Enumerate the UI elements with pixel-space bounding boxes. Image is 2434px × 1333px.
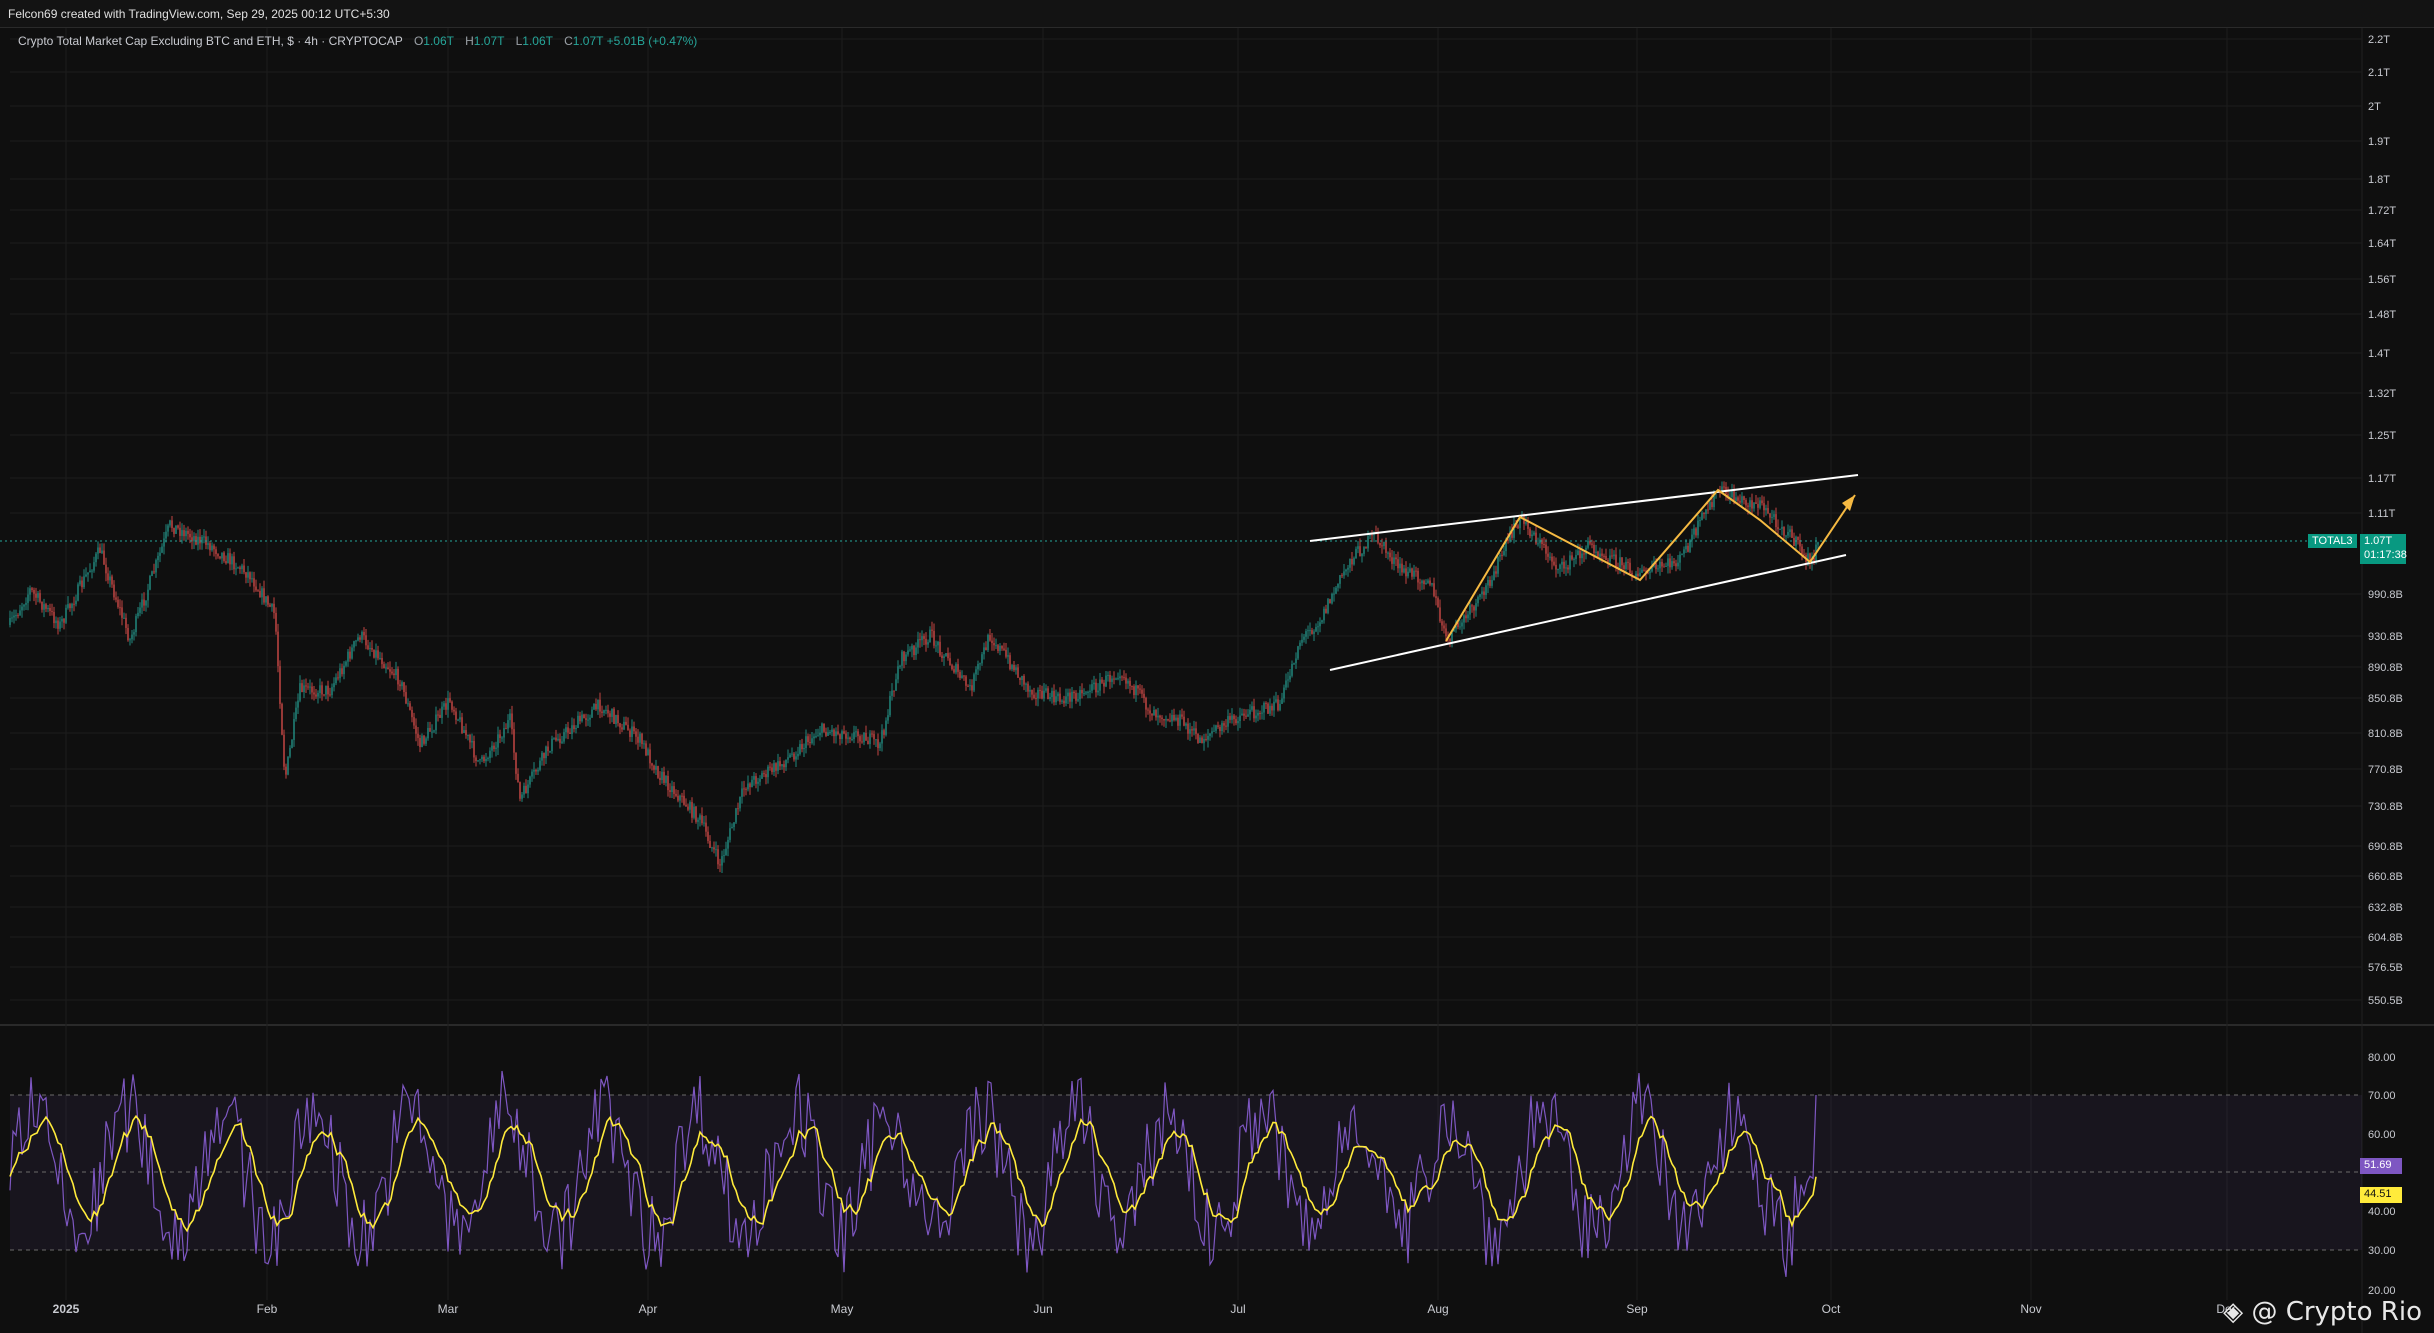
high-label: H — [465, 34, 474, 48]
time-axis-label: Mar — [438, 1302, 459, 1316]
price-axis-tick: 770.8B — [2368, 764, 2403, 776]
price-axis-tick: 2.1T — [2368, 67, 2390, 79]
price-axis-tick: 690.8B — [2368, 841, 2403, 853]
price-axis-tick: 1.48T — [2368, 309, 2396, 321]
time-axis-label: Jun — [1033, 1302, 1052, 1316]
price-axis-tick: 1.32T — [2368, 388, 2396, 400]
open-value: 1.06T — [423, 34, 454, 48]
rsi-axis-tick: 60.00 — [2368, 1129, 2396, 1141]
rsi-axis-tick: 30.00 — [2368, 1245, 2396, 1257]
channel-lower-line — [1329, 554, 1847, 671]
price-axis-tick: 1.25T — [2368, 430, 2396, 442]
time-axis-label: Jul — [1230, 1302, 1245, 1316]
symbol-legend[interactable]: Crypto Total Market Cap Excluding BTC an… — [18, 34, 697, 48]
watermark: ◈ @ Crypto Rio — [2223, 1297, 2422, 1327]
channel-upper-line — [1309, 474, 1859, 542]
current-price-badge: 1.07T 01:17:38 — [2360, 534, 2407, 564]
time-axis-label: Dec — [2216, 1302, 2237, 1316]
symbol-price-badge: TOTAL3 — [2308, 534, 2357, 548]
low-value: 1.06T — [522, 34, 553, 48]
price-axis-tick: 576.5B — [2368, 962, 2403, 974]
open-label: O — [413, 34, 424, 48]
price-axis-tick: 660.8B — [2368, 871, 2403, 883]
rsi-value-badge: 51.69 — [2360, 1158, 2402, 1174]
time-axis-label: May — [831, 1302, 854, 1316]
price-axis-tick: 730.8B — [2368, 801, 2403, 813]
price-axis-tick: 550.5B — [2368, 995, 2403, 1007]
price-axis-tick: 1.8T — [2368, 174, 2390, 186]
price-axis-tick: 1.72T — [2368, 205, 2396, 217]
price-axis-tick: 930.8B — [2368, 631, 2403, 643]
price-axis-tick: 990.8B — [2368, 589, 2403, 601]
time-axis-label: Apr — [639, 1302, 658, 1316]
time-axis-label: Nov — [2020, 1302, 2041, 1316]
price-axis-tick: 1.11T — [2368, 508, 2396, 520]
candle-countdown: 01:17:38 — [2364, 549, 2407, 561]
time-axis-label: Sep — [1626, 1302, 1648, 1316]
zigzag-projection — [1445, 488, 1856, 642]
close-value: 1.07T — [572, 34, 604, 48]
price-axis-tick: 1.64T — [2368, 238, 2396, 250]
close-label: C — [564, 34, 573, 48]
price-candles — [9, 481, 1819, 874]
price-axis-tick: 604.8B — [2368, 932, 2403, 944]
rsi-axis: 80.00 70.00 60.00 40.00 30.00 20.00 — [2368, 1052, 2396, 1297]
rsi-axis-tick: 40.00 — [2368, 1206, 2396, 1218]
price-axis: 2.2T 2.1T 2T 1.9T 1.8T 1.72T 1.64T 1.56T 1.48T 1.… — [2368, 34, 2403, 1007]
rsi-line — [9, 1070, 1817, 1277]
price-axis-tick: 2T — [2368, 101, 2381, 113]
time-axis: 2025 Feb Mar Apr May Jun Jul Aug Sep Oct Nov Dec — [53, 1302, 2238, 1316]
price-axis-tick: 1.17T — [2368, 473, 2396, 485]
price-axis-tick: 1.4T — [2368, 348, 2390, 360]
price-axis-tick: 2.2T — [2368, 34, 2390, 46]
price-axis-tick: 1.56T — [2368, 274, 2396, 286]
time-axis-label: Feb — [257, 1302, 278, 1316]
time-axis-label: Oct — [1822, 1302, 1841, 1316]
binance-diamond-icon: ◈ — [2223, 1297, 2244, 1327]
price-axis-tick: 810.8B — [2368, 728, 2403, 740]
rsi-ma-line — [9, 1114, 1817, 1233]
rsi-axis-tick: 70.00 — [2368, 1090, 2396, 1102]
change-value: +5.01B (+0.47%) — [606, 34, 698, 48]
price-axis-tick: 1.9T — [2368, 136, 2390, 148]
watermark-text: @ Crypto Rio — [2251, 1297, 2422, 1327]
high-value: 1.07T — [473, 34, 505, 48]
rsi-axis-tick: 20.00 — [2368, 1285, 2396, 1297]
rsi-axis-tick: 80.00 — [2368, 1052, 2396, 1064]
price-axis-tick: 632.8B — [2368, 902, 2403, 914]
price-axis-tick: 890.8B — [2368, 662, 2403, 674]
grid-lines — [10, 28, 2362, 1300]
price-axis-tick: 850.8B — [2368, 693, 2403, 705]
symbol-title: Crypto Total Market Cap Excluding BTC an… — [18, 34, 403, 48]
time-axis-label: 2025 — [53, 1302, 80, 1316]
current-price-value: 1.07T — [2364, 535, 2393, 547]
attribution-text: Felcon69 created with TradingView.com, S… — [8, 7, 390, 21]
low-label: L — [515, 34, 523, 48]
time-axis-label: Aug — [1427, 1302, 1448, 1316]
rsi-ma-value-badge: 44.51 — [2360, 1187, 2402, 1203]
projection-arrowhead — [1842, 495, 1855, 511]
chart-attribution-bar: Felcon69 created with TradingView.com, S… — [0, 0, 2434, 28]
